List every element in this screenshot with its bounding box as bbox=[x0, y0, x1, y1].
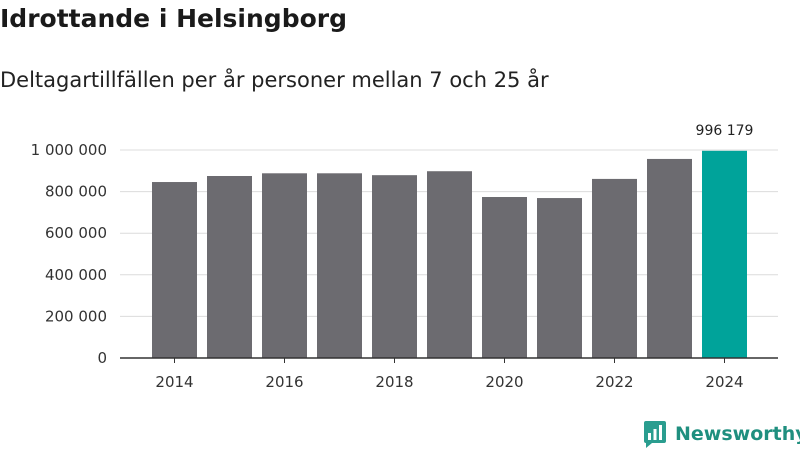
y-tick-label: 1 000 000 bbox=[31, 141, 107, 159]
x-tick-label: 2014 bbox=[155, 373, 193, 391]
bars bbox=[152, 150, 747, 358]
bar-2020 bbox=[482, 197, 527, 358]
bar-2014 bbox=[152, 182, 197, 358]
y-tick-label: 600 000 bbox=[45, 224, 107, 242]
value-labels: 996 179 bbox=[696, 123, 754, 139]
y-tick-label: 400 000 bbox=[45, 266, 107, 284]
x-tick-label: 2022 bbox=[595, 373, 633, 391]
bar-2019 bbox=[427, 171, 472, 358]
brand-name: Newsworthy bbox=[675, 423, 800, 445]
y-axis-ticks: 0 200 000 400 000 600 000 800 000 1 000 000 bbox=[31, 141, 107, 367]
bar-chart: 0 200 000 400 000 600 000 800 000 1 000 000 2… bbox=[31, 123, 778, 391]
bar-2017 bbox=[317, 173, 362, 358]
brand-footer: Newsworthy bbox=[643, 419, 800, 449]
bar-2023 bbox=[647, 158, 692, 358]
y-tick-label: 200 000 bbox=[45, 307, 107, 325]
bar-value-label: 996 179 bbox=[696, 123, 754, 139]
bar-2024 bbox=[702, 150, 747, 358]
x-tick-label: 2024 bbox=[705, 373, 743, 391]
y-tick-label: 0 bbox=[97, 349, 107, 367]
x-tick-label: 2020 bbox=[485, 373, 523, 391]
newsworthy-logo-icon bbox=[644, 421, 666, 448]
x-tick-label: 2018 bbox=[375, 373, 413, 391]
y-tick-label: 800 000 bbox=[45, 183, 107, 201]
bar-2021 bbox=[537, 198, 582, 358]
bar-2018 bbox=[372, 175, 417, 358]
chart-title: Idrottande i Helsingborg bbox=[0, 4, 347, 33]
bar-2016 bbox=[262, 173, 307, 358]
bar-2022 bbox=[592, 178, 637, 358]
x-tick-label: 2016 bbox=[265, 373, 303, 391]
x-axis-ticks: 2014 2016 2018 2020 2022 2024 bbox=[155, 358, 744, 391]
chart-subtitle: Deltagartillfällen per år personer mella… bbox=[0, 68, 549, 92]
bar-2015 bbox=[207, 176, 252, 358]
